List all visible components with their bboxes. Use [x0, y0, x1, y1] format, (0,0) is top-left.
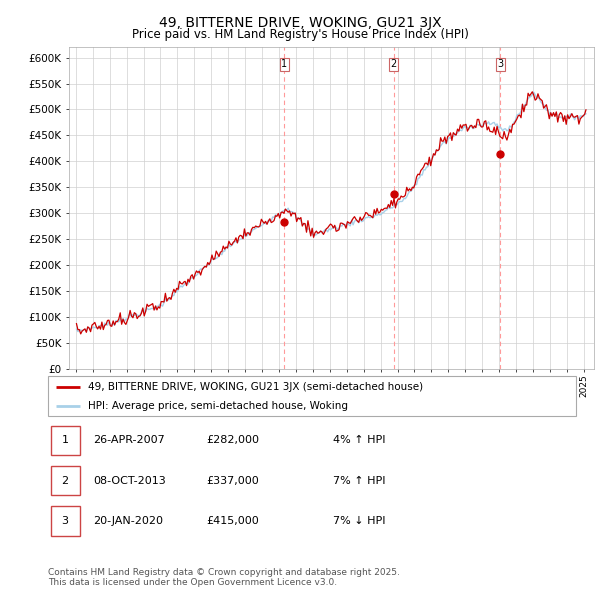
Text: HPI: Average price, semi-detached house, Woking: HPI: Average price, semi-detached house,… — [88, 401, 347, 411]
Text: 7% ↓ HPI: 7% ↓ HPI — [333, 516, 386, 526]
Text: 26-APR-2007: 26-APR-2007 — [93, 435, 164, 445]
Text: 7% ↑ HPI: 7% ↑ HPI — [333, 476, 386, 486]
Text: 20-JAN-2020: 20-JAN-2020 — [93, 516, 163, 526]
Text: 1: 1 — [62, 435, 68, 445]
Text: 08-OCT-2013: 08-OCT-2013 — [93, 476, 166, 486]
FancyBboxPatch shape — [50, 425, 80, 455]
Text: Price paid vs. HM Land Registry's House Price Index (HPI): Price paid vs. HM Land Registry's House … — [131, 28, 469, 41]
Text: 49, BITTERNE DRIVE, WOKING, GU21 3JX (semi-detached house): 49, BITTERNE DRIVE, WOKING, GU21 3JX (se… — [88, 382, 423, 392]
Text: £415,000: £415,000 — [206, 516, 259, 526]
Text: 3: 3 — [62, 516, 68, 526]
FancyBboxPatch shape — [48, 376, 576, 416]
Text: Contains HM Land Registry data © Crown copyright and database right 2025.
This d: Contains HM Land Registry data © Crown c… — [48, 568, 400, 587]
FancyBboxPatch shape — [50, 506, 80, 536]
FancyBboxPatch shape — [50, 466, 80, 496]
Text: 4% ↑ HPI: 4% ↑ HPI — [333, 435, 386, 445]
Text: 49, BITTERNE DRIVE, WOKING, GU21 3JX: 49, BITTERNE DRIVE, WOKING, GU21 3JX — [158, 16, 442, 30]
Text: 2: 2 — [391, 59, 397, 69]
Text: 1: 1 — [281, 59, 287, 69]
Text: 3: 3 — [497, 59, 503, 69]
Text: £282,000: £282,000 — [206, 435, 259, 445]
Text: 2: 2 — [62, 476, 69, 486]
Text: £337,000: £337,000 — [206, 476, 259, 486]
